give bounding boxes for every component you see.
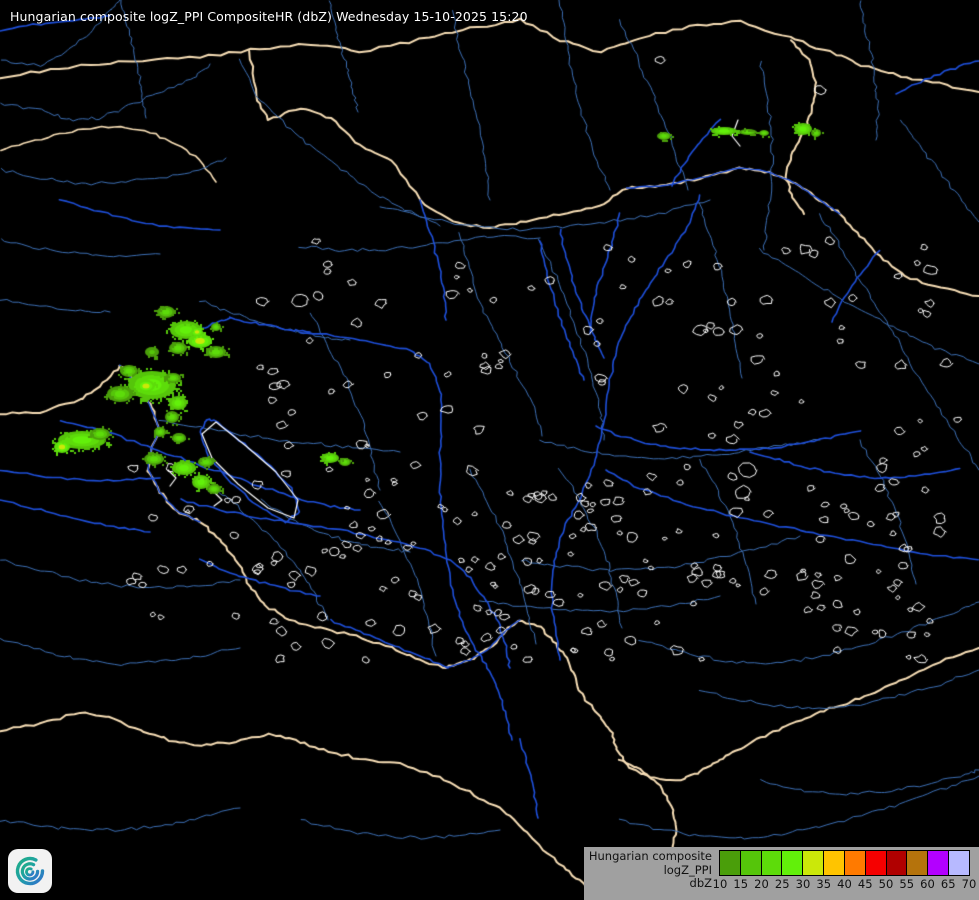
legend-tick-70: 70 [961, 877, 977, 891]
legend-tick-60: 60 [920, 877, 935, 891]
legend-swatch-65 [949, 851, 969, 875]
legend-swatch-45 [865, 851, 887, 875]
legend-tick-10: 10 [712, 877, 728, 891]
legend-swatch-30 [803, 851, 825, 875]
legend-tick-50: 50 [878, 877, 894, 891]
legend-tick-25: 25 [774, 877, 790, 891]
legend-tick-45: 45 [857, 877, 873, 891]
legend-scale: 10 15 20 25 30 35 40 45 50 55 60 65 70 [713, 850, 977, 897]
omsz-spiral-logo [8, 849, 52, 893]
legend-swatch-60 [928, 851, 950, 875]
legend-tick-20: 20 [754, 877, 769, 891]
legend-swatch-strip [719, 850, 970, 876]
legend-swatch-10 [720, 851, 741, 875]
legend-swatch-20 [761, 851, 783, 875]
legend-tick-30: 30 [795, 877, 811, 891]
legend-line-1: Hungarian composite [588, 849, 712, 863]
legend-swatch-35 [824, 851, 845, 875]
legend-caption: Hungarian composite logZ_PPI dbZ [584, 847, 716, 891]
legend-tick-15: 15 [733, 877, 749, 891]
legend-swatch-25 [782, 851, 804, 875]
page-title: Hungarian composite logZ_PPI CompositeHR… [10, 9, 528, 24]
legend-line-3: dbZ [689, 876, 712, 890]
spiral-icon [15, 856, 45, 886]
legend-swatch-50 [886, 851, 908, 875]
legend-tick-labels: 10 15 20 25 30 35 40 45 50 55 60 65 70 [713, 877, 977, 897]
legend-swatch-55 [907, 851, 929, 875]
legend-swatch-15 [740, 851, 762, 875]
legend-tick-35: 35 [816, 877, 832, 891]
legend-line-2: logZ_PPI [663, 862, 712, 877]
legend-tick-55: 55 [899, 877, 915, 891]
legend-swatch-40 [844, 851, 866, 875]
legend-tick-65: 65 [940, 877, 956, 891]
legend-tick-40: 40 [837, 877, 852, 891]
colour-scale-legend: Hungarian composite logZ_PPI dbZ 10 15 20 2… [584, 847, 979, 900]
